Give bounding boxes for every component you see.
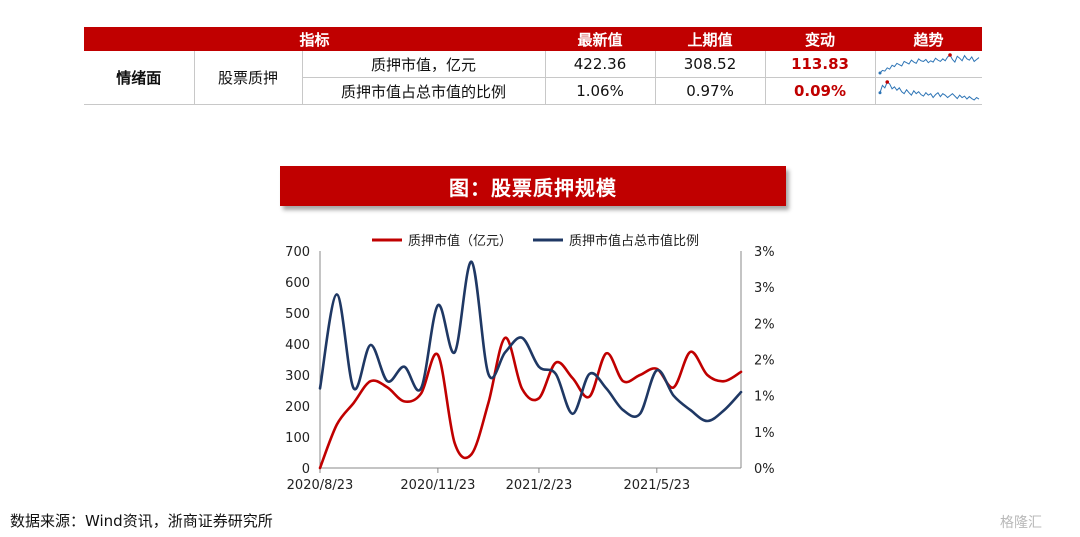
previous-value: 308.52 (654, 51, 766, 78)
category-cell: 情绪面 (84, 51, 194, 105)
header-trend: 趋势 (875, 27, 983, 51)
y-left-tick-label: 700 (285, 245, 310, 260)
change-value: 113.83 (764, 51, 876, 78)
y-left-tick-label: 400 (285, 338, 310, 353)
y-left-tick-label: 0 (302, 462, 310, 477)
x-tick-label: 2021/5/23 (623, 478, 690, 493)
change-value: 0.09% (764, 77, 876, 105)
y-right-tick-label: 2% (754, 317, 775, 332)
series-line-pledge-ratio (318, 260, 743, 423)
chart-title-banner: 图：股票质押规模 (280, 166, 786, 206)
y-left-tick-label: 100 (285, 431, 310, 446)
sparkline-line (879, 54, 979, 74)
y-left-tick-label: 200 (285, 400, 310, 415)
previous-value: 0.97% (654, 77, 766, 105)
header-latest: 最新值 (545, 27, 656, 51)
y-right-tick-label: 1% (754, 390, 775, 405)
y-left-tick-label: 600 (285, 276, 310, 291)
sparkline-chart (878, 80, 979, 101)
sparkline-chart (878, 53, 979, 75)
chart-axes: 0 100 200 300 400 500 600 700 0% 1% 1% 2% 2% 3% 3% 2020… (285, 245, 774, 493)
sparkline-start-marker (878, 91, 882, 95)
indicator-name: 质押市值，亿元 (301, 51, 546, 78)
indicator-name: 质押市值占总市值的比例 (301, 77, 546, 105)
x-tick-label: 2021/2/23 (506, 478, 573, 493)
y-right-tick-label: 1% (754, 426, 775, 441)
x-tick-label: 2020/8/23 (287, 478, 354, 493)
legend-label-pledge-value: 质押市值（亿元） (408, 233, 512, 249)
sparkline-max-marker (884, 80, 889, 84)
table-header-row: 指标 最新值 上期值 变动 趋势 (84, 27, 983, 51)
y-right-tick-label: 2% (754, 354, 775, 369)
sparkline-start-marker (878, 71, 882, 75)
latest-value: 1.06% (544, 77, 656, 105)
x-tick-label: 2020/11/23 (400, 478, 475, 493)
trend-sparkline (874, 77, 983, 105)
header-change: 变动 (765, 27, 876, 51)
chart-legend: 质押市值（亿元） 质押市值占总市值比例 (372, 233, 699, 249)
y-right-tick-label: 0% (754, 462, 775, 477)
sparkline-max-marker (947, 53, 952, 57)
sparkline-line (879, 81, 979, 101)
watermark-logo: 格隆汇 (1000, 515, 1042, 531)
chart-series (318, 260, 743, 470)
y-left-tick-label: 300 (285, 369, 310, 384)
y-right-tick-label: 3% (754, 281, 775, 296)
trend-sparkline (874, 51, 983, 78)
series-line-pledge-value (318, 336, 743, 470)
data-source-note: 数据来源：Wind资讯，浙商证券研究所 (10, 512, 273, 530)
header-previous: 上期值 (655, 27, 766, 51)
latest-value: 422.36 (544, 51, 656, 78)
header-indicator: 指标 (84, 27, 546, 51)
table-row: 质押市值占总市值的比例 1.06% 0.97% 0.09% (84, 77, 983, 105)
table-row: 情绪面 股票质押 质押市值，亿元 422.36 308.52 113.83 (84, 51, 983, 105)
subcategory-cell: 股票质押 (193, 51, 302, 105)
y-right-tick-label: 3% (754, 245, 775, 260)
y-left-tick-label: 500 (285, 307, 310, 322)
legend-label-pledge-ratio: 质押市值占总市值比例 (569, 233, 699, 249)
indicator-table: 指标 最新值 上期值 变动 趋势 情绪面 股票质押 质押市值，亿元 422.36… (84, 27, 983, 105)
